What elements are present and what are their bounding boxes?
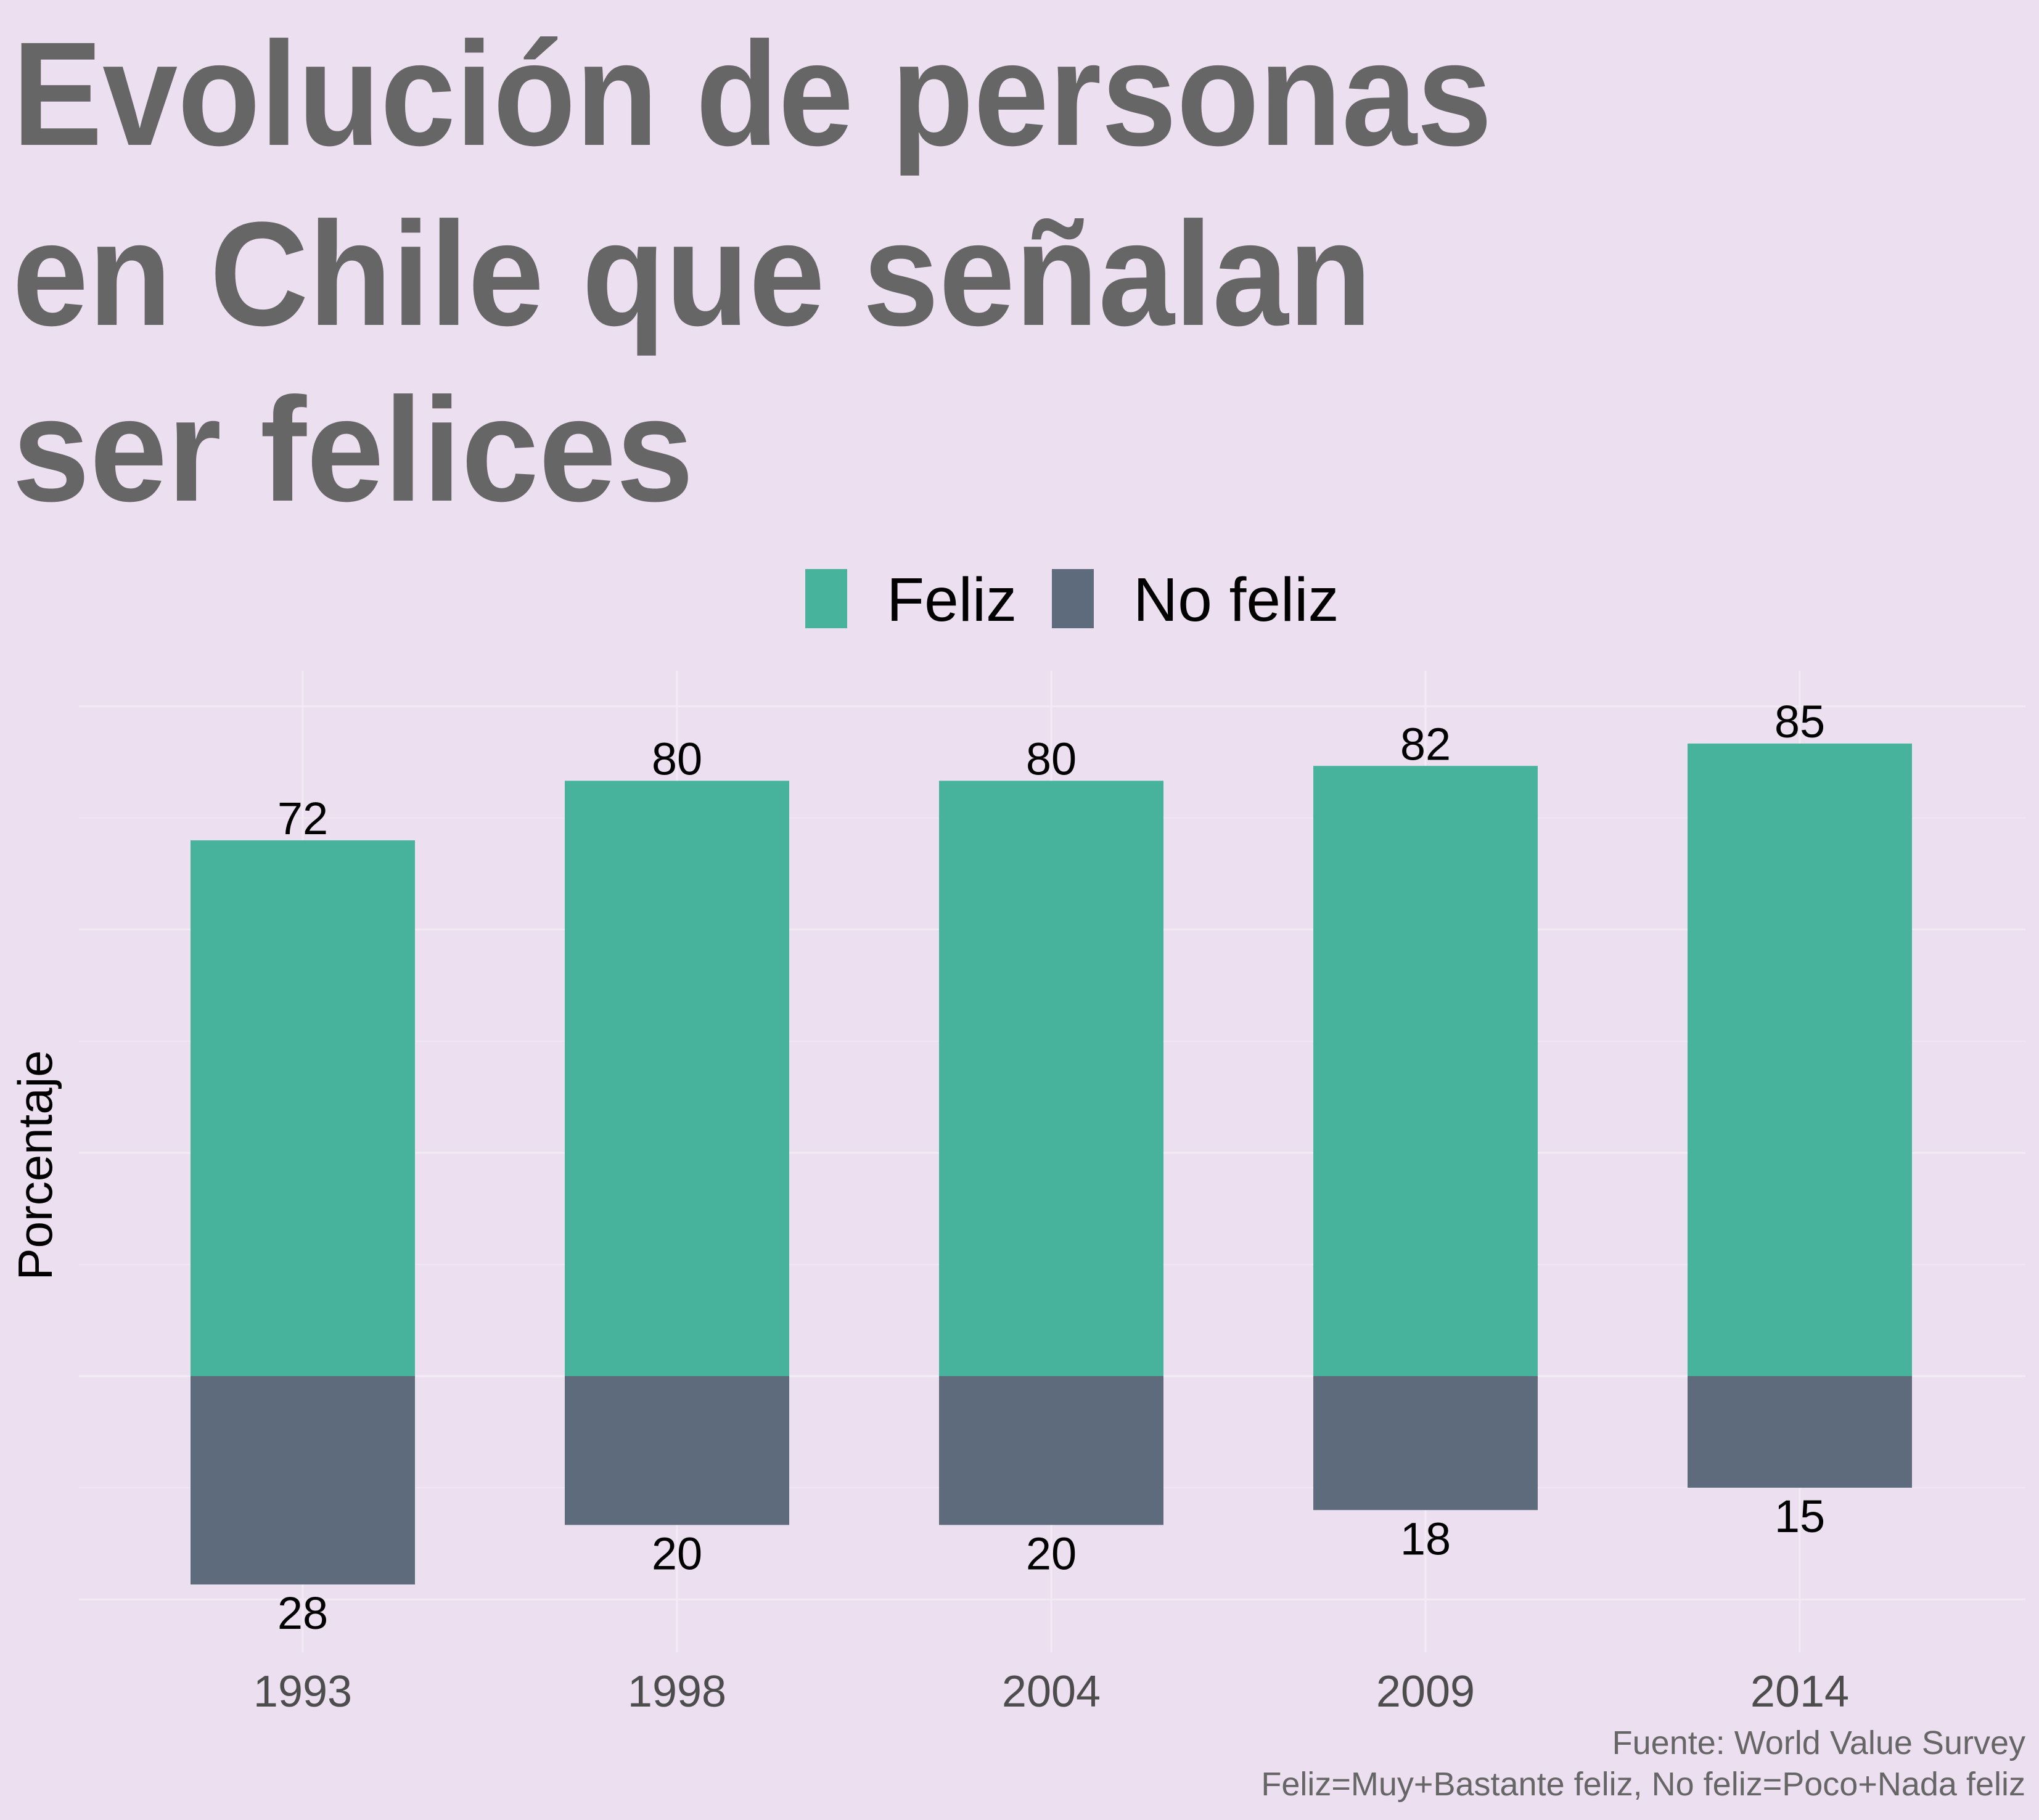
legend-swatch-feliz (805, 569, 847, 628)
bars (191, 744, 1912, 1584)
data-label-feliz: 80 (652, 733, 702, 784)
legend: Feliz No feliz (805, 565, 1339, 634)
bar-no-feliz (1313, 1376, 1538, 1511)
x-tick-label: 1993 (253, 1667, 352, 1716)
x-tick-label: 2009 (1376, 1667, 1475, 1716)
chart-title: Evolución de personas en Chile que señal… (12, 11, 1492, 532)
caption-definition: Feliz=Muy+Bastante feliz, No feliz=Poco+… (1261, 1766, 2025, 1803)
data-label-no-feliz: 20 (652, 1528, 702, 1579)
x-tick-labels: 1993 1998 2004 2009 2014 (253, 1667, 1849, 1716)
bar-feliz (939, 781, 1163, 1376)
data-label-no-feliz: 20 (1026, 1528, 1077, 1579)
data-label-feliz: 82 (1400, 718, 1451, 769)
bar-no-feliz (1688, 1376, 1912, 1488)
x-tick-label: 2004 (1002, 1667, 1101, 1716)
data-labels: 72 28 80 20 80 20 82 18 85 15 (277, 696, 1825, 1639)
legend-label-feliz: Feliz (887, 565, 1017, 634)
legend-label-no-feliz: No feliz (1133, 565, 1339, 634)
data-label-feliz: 72 (277, 793, 328, 844)
title-line-1: Evolución de personas (12, 11, 1492, 176)
caption: Fuente: World Value Survey Feliz=Muy+Bas… (1261, 1724, 2025, 1803)
bar-feliz (191, 840, 415, 1376)
bar-no-feliz (939, 1376, 1163, 1525)
caption-source: Fuente: World Value Survey (1612, 1724, 2025, 1761)
x-tick-label: 1998 (628, 1667, 726, 1716)
data-label-no-feliz: 28 (277, 1588, 328, 1639)
data-label-no-feliz: 15 (1774, 1491, 1825, 1542)
bar-feliz (565, 781, 789, 1376)
legend-swatch-no-feliz (1052, 569, 1094, 628)
bar-feliz (1688, 744, 1912, 1376)
bar-feliz (1313, 766, 1538, 1376)
x-tick-label: 2014 (1750, 1667, 1849, 1716)
data-label-feliz: 85 (1774, 696, 1825, 747)
title-line-3: ser felices (12, 367, 694, 532)
y-axis-title: Porcentaje (8, 1051, 62, 1281)
bar-no-feliz (565, 1376, 789, 1525)
data-label-no-feliz: 18 (1400, 1513, 1451, 1564)
data-label-feliz: 80 (1026, 733, 1077, 784)
bar-no-feliz (191, 1376, 415, 1584)
title-line-2: en Chile que señalan (12, 191, 1372, 356)
